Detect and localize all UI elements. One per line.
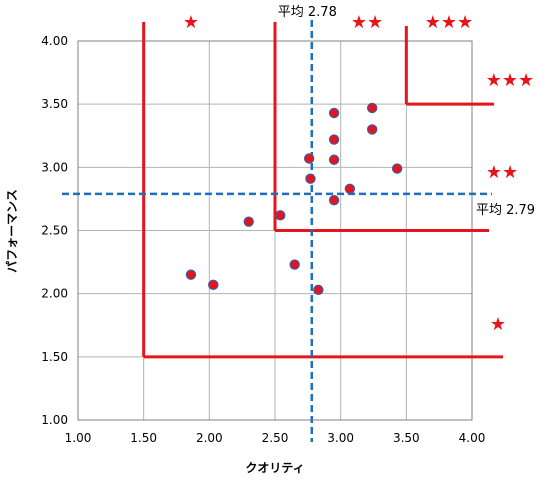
y-tick-label: 1.50 bbox=[41, 350, 68, 364]
data-point bbox=[328, 194, 340, 206]
x-tick-label: 1.00 bbox=[65, 431, 92, 445]
data-point bbox=[328, 154, 340, 165]
tick-labels: 1.00 1.50 2.00 2.50 3.00 3.50 4.00 1.00 1.50 2.00… bbox=[41, 34, 485, 445]
data-point bbox=[208, 279, 219, 291]
x-axis-title: クオリティ bbox=[245, 461, 304, 475]
data-point bbox=[275, 210, 286, 221]
data-point bbox=[328, 134, 340, 145]
data-point bbox=[344, 183, 356, 195]
mean-lines bbox=[62, 20, 492, 442]
y-tick-label: 1.00 bbox=[41, 413, 68, 427]
y-tick-label: 2.50 bbox=[41, 224, 68, 238]
mean-y-label: 平均 2.79 bbox=[476, 203, 535, 218]
zone-lines bbox=[142, 22, 503, 359]
y-rating-3-star: ★★★ bbox=[486, 70, 534, 91]
y-rating-1-star: ★ bbox=[490, 314, 506, 335]
data-point bbox=[289, 259, 300, 270]
data-point bbox=[305, 173, 316, 184]
data-point bbox=[185, 269, 197, 280]
data-point bbox=[313, 284, 324, 296]
x-rating-2-star: ★★ bbox=[351, 12, 383, 33]
data-point bbox=[391, 163, 403, 174]
x-tick-label: 2.00 bbox=[196, 431, 223, 445]
data-point bbox=[366, 102, 378, 114]
rating-stars: ★ ★★ ★★★★★★★★★ bbox=[183, 12, 534, 335]
y-tick-label: 3.00 bbox=[41, 160, 68, 174]
y-rating-2-star: ★★ bbox=[486, 162, 518, 183]
x-rating-1-star: ★ bbox=[183, 12, 199, 33]
x-tick-label: 4.00 bbox=[459, 431, 486, 445]
data-point bbox=[303, 153, 315, 164]
mean-x-label: 平均 2.78 bbox=[278, 5, 337, 20]
data-points bbox=[185, 102, 403, 296]
x-tick-label: 3.50 bbox=[393, 431, 420, 445]
x-rating-3-star: ★★★ bbox=[425, 12, 473, 33]
y-axis-title: パフォーマンス bbox=[5, 189, 19, 273]
y-tick-label: 3.50 bbox=[41, 97, 68, 111]
data-point bbox=[243, 216, 254, 227]
x-tick-label: 2.50 bbox=[262, 431, 289, 445]
y-tick-label: 4.00 bbox=[41, 34, 68, 48]
data-point bbox=[328, 107, 340, 119]
x-tick-label: 3.00 bbox=[327, 431, 354, 445]
x-tick-label: 1.50 bbox=[130, 431, 157, 445]
y-tick-label: 2.00 bbox=[41, 287, 68, 301]
data-point bbox=[366, 124, 378, 135]
